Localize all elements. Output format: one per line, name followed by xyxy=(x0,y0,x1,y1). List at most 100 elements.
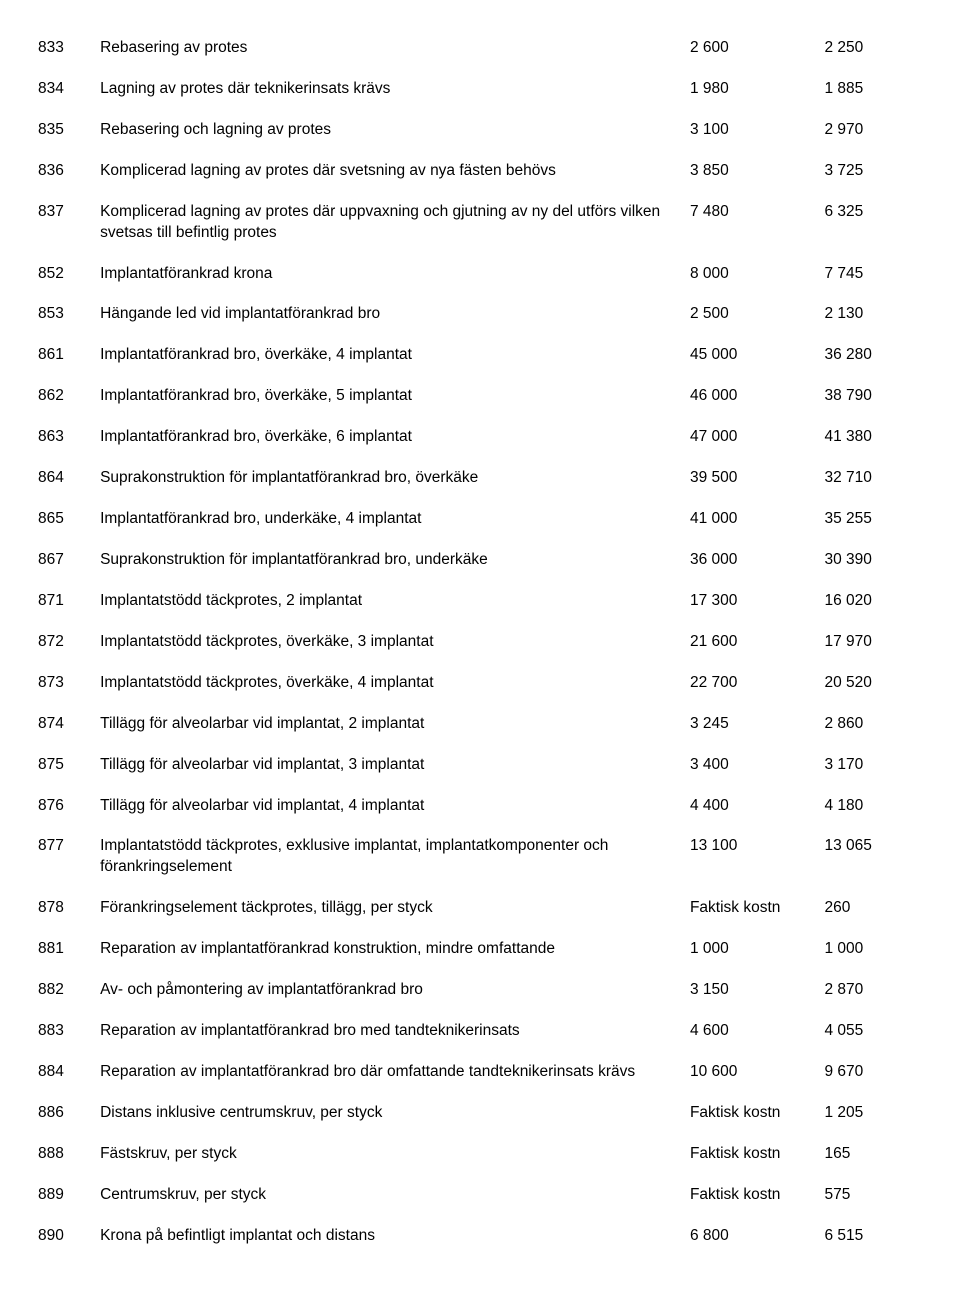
code-cell: 867 xyxy=(34,540,96,581)
price1-cell: 2 500 xyxy=(686,294,821,335)
code-cell: 865 xyxy=(34,499,96,540)
price2-cell: 13 065 xyxy=(820,826,924,888)
description-cell: Komplicerad lagning av protes där svetsn… xyxy=(96,151,686,192)
table-row: 861Implantatförankrad bro, överkäke, 4 i… xyxy=(34,335,924,376)
description-cell: Implantatförankrad bro, överkäke, 6 impl… xyxy=(96,417,686,458)
price1-cell: 46 000 xyxy=(686,376,821,417)
price2-cell: 6 325 xyxy=(820,192,924,254)
description-cell: Implantatförankrad bro, överkäke, 4 impl… xyxy=(96,335,686,376)
price2-cell: 1 205 xyxy=(820,1093,924,1134)
price1-cell: 3 400 xyxy=(686,745,821,786)
price2-cell: 38 790 xyxy=(820,376,924,417)
table-row: 886Distans inklusive centrumskruv, per s… xyxy=(34,1093,924,1134)
price1-cell: 3 100 xyxy=(686,110,821,151)
code-cell: 882 xyxy=(34,970,96,1011)
price2-cell: 2 970 xyxy=(820,110,924,151)
price1-cell: 47 000 xyxy=(686,417,821,458)
price2-cell: 4 180 xyxy=(820,786,924,827)
code-cell: 837 xyxy=(34,192,96,254)
description-cell: Reparation av implantatförankrad konstru… xyxy=(96,929,686,970)
code-cell: 875 xyxy=(34,745,96,786)
price1-cell: 4 400 xyxy=(686,786,821,827)
description-cell: Reparation av implantatförankrad bro där… xyxy=(96,1052,686,1093)
table-row: 852Implantatförankrad krona8 0007 745 xyxy=(34,254,924,295)
price1-cell: 7 480 xyxy=(686,192,821,254)
price1-cell: 45 000 xyxy=(686,335,821,376)
code-cell: 864 xyxy=(34,458,96,499)
price1-cell: 17 300 xyxy=(686,581,821,622)
price1-cell: 10 600 xyxy=(686,1052,821,1093)
price2-cell: 6 515 xyxy=(820,1216,924,1257)
code-cell: 886 xyxy=(34,1093,96,1134)
description-cell: Implantatförankrad krona xyxy=(96,254,686,295)
price1-cell: 1 000 xyxy=(686,929,821,970)
table-row: 881Reparation av implantatförankrad kons… xyxy=(34,929,924,970)
code-cell: 889 xyxy=(34,1175,96,1216)
price2-cell: 9 670 xyxy=(820,1052,924,1093)
code-cell: 883 xyxy=(34,1011,96,1052)
price1-cell: 4 600 xyxy=(686,1011,821,1052)
price1-cell: 1 980 xyxy=(686,69,821,110)
description-cell: Reparation av implantatförankrad bro med… xyxy=(96,1011,686,1052)
description-cell: Tillägg för alveolarbar vid implantat, 3… xyxy=(96,745,686,786)
price2-cell: 17 970 xyxy=(820,622,924,663)
price1-cell: 3 150 xyxy=(686,970,821,1011)
table-row: 863Implantatförankrad bro, överkäke, 6 i… xyxy=(34,417,924,458)
price2-cell: 3 725 xyxy=(820,151,924,192)
description-cell: Distans inklusive centrumskruv, per styc… xyxy=(96,1093,686,1134)
code-cell: 853 xyxy=(34,294,96,335)
price2-cell: 41 380 xyxy=(820,417,924,458)
table-row: 867Suprakonstruktion för implantatförank… xyxy=(34,540,924,581)
code-cell: 890 xyxy=(34,1216,96,1257)
code-cell: 862 xyxy=(34,376,96,417)
table-row: 835Rebasering och lagning av protes3 100… xyxy=(34,110,924,151)
table-row: 871Implantatstödd täckprotes, 2 implanta… xyxy=(34,581,924,622)
code-cell: 881 xyxy=(34,929,96,970)
description-cell: Implantatförankrad bro, underkäke, 4 imp… xyxy=(96,499,686,540)
description-cell: Hängande led vid implantatförankrad bro xyxy=(96,294,686,335)
table-row: 862Implantatförankrad bro, överkäke, 5 i… xyxy=(34,376,924,417)
code-cell: 874 xyxy=(34,704,96,745)
price2-cell: 7 745 xyxy=(820,254,924,295)
price2-cell: 1 885 xyxy=(820,69,924,110)
price2-cell: 260 xyxy=(820,888,924,929)
code-cell: 878 xyxy=(34,888,96,929)
code-cell: 876 xyxy=(34,786,96,827)
price2-cell: 575 xyxy=(820,1175,924,1216)
table-row: 878Förankringselement täckprotes, tilläg… xyxy=(34,888,924,929)
price1-cell: 8 000 xyxy=(686,254,821,295)
table-row: 877Implantatstödd täckprotes, exklusive … xyxy=(34,826,924,888)
price1-cell: 13 100 xyxy=(686,826,821,888)
description-cell: Implantatstödd täckprotes, överkäke, 4 i… xyxy=(96,663,686,704)
price1-cell: 36 000 xyxy=(686,540,821,581)
code-cell: 872 xyxy=(34,622,96,663)
price2-cell: 2 130 xyxy=(820,294,924,335)
code-cell: 836 xyxy=(34,151,96,192)
code-cell: 873 xyxy=(34,663,96,704)
price2-cell: 32 710 xyxy=(820,458,924,499)
table-row: 883Reparation av implantatförankrad bro … xyxy=(34,1011,924,1052)
price1-cell: 21 600 xyxy=(686,622,821,663)
price1-cell: 39 500 xyxy=(686,458,821,499)
description-cell: Tillägg för alveolarbar vid implantat, 2… xyxy=(96,704,686,745)
code-cell: 877 xyxy=(34,826,96,888)
description-cell: Implantatstödd täckprotes, exklusive imp… xyxy=(96,826,686,888)
price2-cell: 165 xyxy=(820,1134,924,1175)
description-cell: Implantatförankrad bro, överkäke, 5 impl… xyxy=(96,376,686,417)
price1-cell: 22 700 xyxy=(686,663,821,704)
description-cell: Komplicerad lagning av protes där uppvax… xyxy=(96,192,686,254)
price1-cell: 3 850 xyxy=(686,151,821,192)
price2-cell: 2 250 xyxy=(820,28,924,69)
description-cell: Implantatstödd täckprotes, 2 implantat xyxy=(96,581,686,622)
price2-cell: 4 055 xyxy=(820,1011,924,1052)
price-table: 833Rebasering av protes2 6002 250834Lagn… xyxy=(34,28,924,1257)
table-row: 875Tillägg för alveolarbar vid implantat… xyxy=(34,745,924,786)
code-cell: 888 xyxy=(34,1134,96,1175)
table-row: 874Tillägg för alveolarbar vid implantat… xyxy=(34,704,924,745)
price1-cell: Faktisk kostn xyxy=(686,1093,821,1134)
table-row: 872Implantatstödd täckprotes, överkäke, … xyxy=(34,622,924,663)
code-cell: 884 xyxy=(34,1052,96,1093)
table-row: 837Komplicerad lagning av protes där upp… xyxy=(34,192,924,254)
price2-cell: 2 870 xyxy=(820,970,924,1011)
price2-cell: 3 170 xyxy=(820,745,924,786)
